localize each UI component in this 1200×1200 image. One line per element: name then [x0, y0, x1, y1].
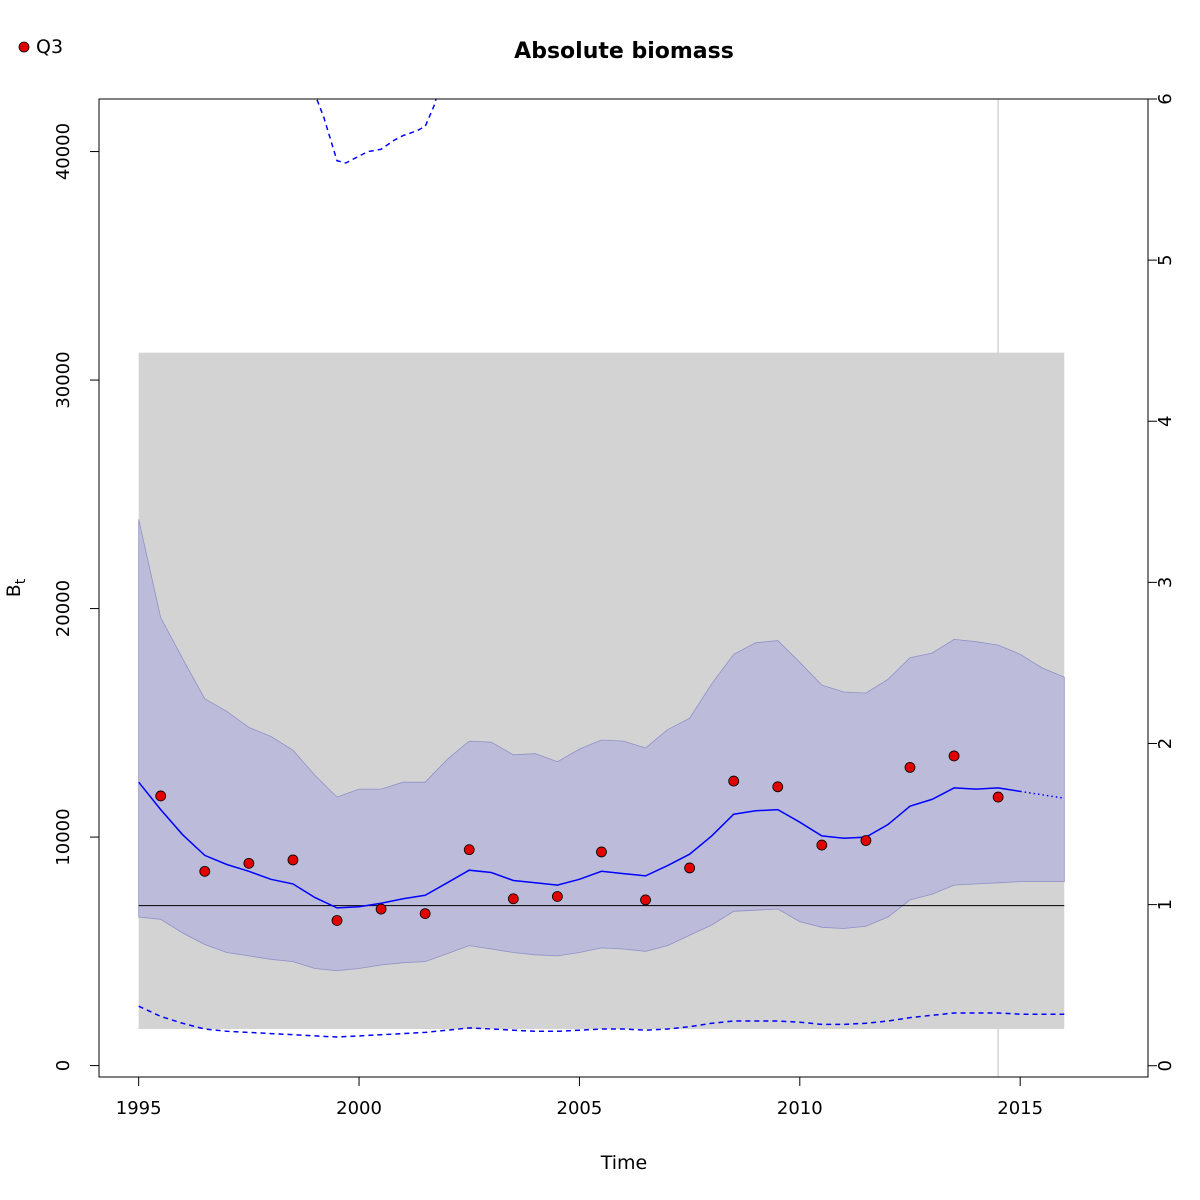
legend-marker-q3 — [18, 41, 30, 53]
data-point — [243, 857, 255, 869]
y-tick-label: 20000 — [53, 580, 74, 637]
x-axis-label: Time — [600, 1152, 648, 1174]
data-point — [860, 835, 872, 846]
outer-upper-bound-line — [315, 99, 437, 164]
x-tick-label: 2005 — [557, 1098, 603, 1119]
plot-area — [138, 99, 1065, 1077]
data-point — [772, 781, 784, 793]
forecast-line — [1020, 790, 1065, 799]
outer-lower-bound-line — [138, 1005, 1065, 1038]
confidence-band — [138, 519, 1065, 972]
y2-tick-label: 6 — [1155, 93, 1176, 104]
y2-axis: 0 1 2 3 4 5 6 — [1148, 93, 1176, 1071]
y-axis-label-subscript: t — [13, 578, 29, 584]
y-axis: 0 10000 20000 30000 40000 — [53, 123, 99, 1071]
y-tick-label: 10000 — [53, 808, 74, 865]
data-point — [551, 891, 563, 902]
estimate-line — [138, 781, 1021, 909]
observation-points — [155, 750, 1004, 926]
data-point — [287, 854, 299, 866]
y-tick-label: 30000 — [53, 351, 74, 408]
x-tick-label: 2000 — [336, 1098, 382, 1119]
data-point — [419, 908, 431, 920]
x-tick-label: 2010 — [777, 1098, 823, 1119]
data-point — [507, 893, 519, 905]
data-point — [816, 839, 828, 851]
x-axis: 1995 2000 2005 2010 2015 — [116, 1076, 1043, 1119]
data-point — [992, 791, 1004, 803]
data-point — [199, 865, 211, 877]
y2-tick-label: 0 — [1155, 1060, 1176, 1071]
y2-tick-label: 3 — [1155, 577, 1176, 588]
chart-title: Absolute biomass — [514, 39, 734, 64]
data-point — [155, 790, 167, 802]
data-point — [331, 915, 343, 926]
y2-tick-label: 2 — [1155, 738, 1176, 749]
data-point — [904, 761, 916, 773]
data-point — [375, 903, 387, 915]
data-point — [640, 894, 651, 906]
data-point — [596, 846, 607, 858]
y-tick-label: 0 — [53, 1060, 74, 1071]
x-tick-label: 1995 — [116, 1098, 162, 1119]
y2-tick-label: 1 — [1155, 899, 1176, 910]
x-tick-label: 2015 — [997, 1098, 1043, 1119]
legend-label-q3: Q3 — [36, 36, 63, 58]
y2-tick-label: 5 — [1155, 254, 1176, 265]
data-point — [463, 844, 475, 856]
data-point — [728, 775, 740, 787]
data-point — [684, 862, 696, 874]
y-axis-label: Bt — [3, 578, 29, 597]
y2-tick-label: 4 — [1155, 416, 1176, 427]
y-axis-label-main: B — [3, 584, 25, 597]
legend: Q3 — [18, 36, 63, 58]
y-tick-label: 40000 — [53, 123, 74, 180]
data-point — [948, 750, 960, 762]
